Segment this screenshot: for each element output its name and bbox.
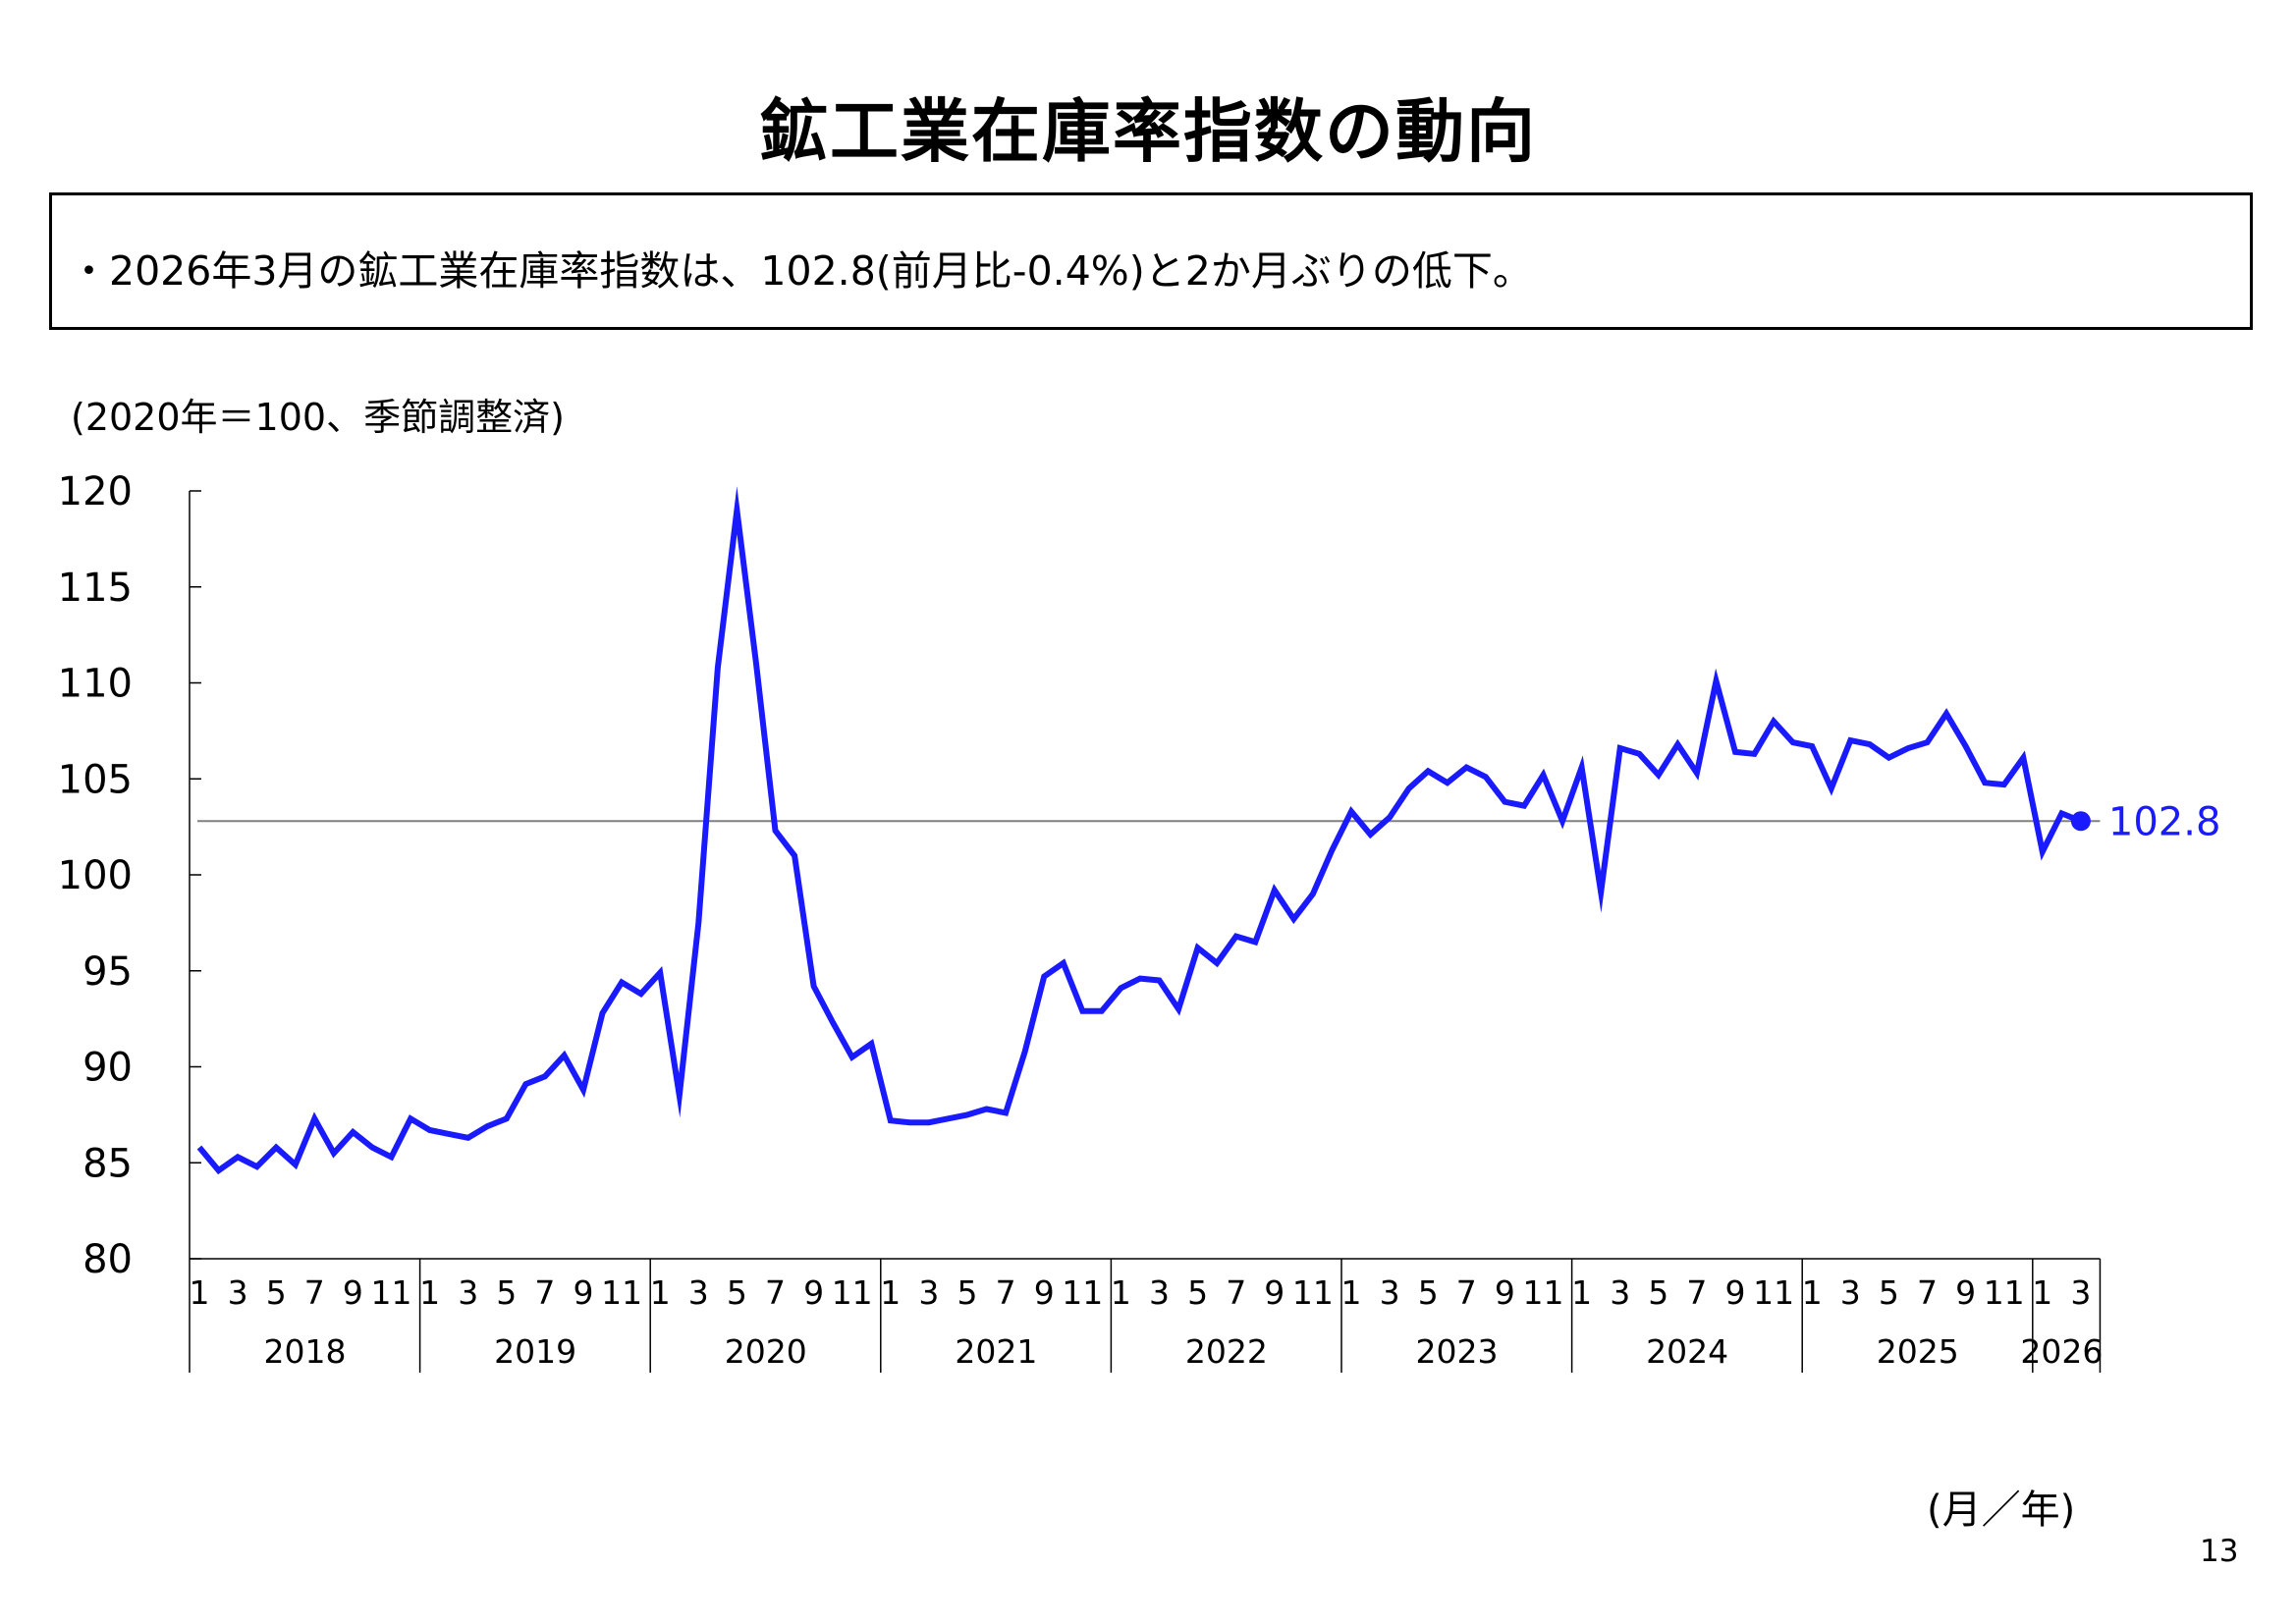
x-month-label: 1 xyxy=(1111,1273,1131,1312)
page-number: 13 xyxy=(2200,1534,2239,1569)
summary-text: ・2026年3月の鉱工業在庫率指数は、102.8(前月比-0.4%)と2か月ぶり… xyxy=(69,247,1533,295)
x-month-label: 5 xyxy=(1187,1273,1208,1312)
y-tick-label: 80 xyxy=(82,1237,133,1282)
y-tick-label: 110 xyxy=(58,662,133,707)
page-title: 鉱工業在庫率指数の動向 xyxy=(759,91,1537,172)
y-tick-label: 120 xyxy=(58,469,133,514)
y-tick-label: 115 xyxy=(58,566,133,611)
unit-note: (2020年＝100、季節調整済) xyxy=(71,396,565,439)
x-month-label: 1 xyxy=(2032,1273,2052,1312)
x-year-label: 2019 xyxy=(494,1332,576,1371)
x-month-label: 5 xyxy=(496,1273,517,1312)
x-month-label: 5 xyxy=(266,1273,287,1312)
y-tick-label: 85 xyxy=(82,1141,133,1186)
y-tick-label: 90 xyxy=(82,1046,133,1091)
x-month-label: 5 xyxy=(1418,1273,1439,1312)
x-month-label: 3 xyxy=(1610,1273,1630,1312)
x-month-label: 3 xyxy=(1380,1273,1400,1312)
y-tick-label: 105 xyxy=(58,757,133,802)
x-month-label: 3 xyxy=(1149,1273,1170,1312)
x-month-label: 11 xyxy=(371,1273,412,1312)
x-month-label: 9 xyxy=(1264,1273,1285,1312)
x-month-label: 5 xyxy=(727,1273,747,1312)
last-point-marker xyxy=(2070,811,2091,832)
x-month-label: 3 xyxy=(228,1273,248,1312)
x-month-label: 1 xyxy=(1341,1273,1362,1312)
x-month-label: 1 xyxy=(880,1273,901,1312)
x-month-label: 1 xyxy=(1571,1273,1592,1312)
x-month-label: 5 xyxy=(1879,1273,1899,1312)
x-month-label: 7 xyxy=(1917,1273,1938,1312)
x-month-label: 1 xyxy=(419,1273,440,1312)
x-month-label: 7 xyxy=(304,1273,325,1312)
x-month-label: 9 xyxy=(1725,1273,1746,1312)
x-year-label: 2025 xyxy=(1877,1332,1959,1371)
x-year-label: 2023 xyxy=(1416,1332,1499,1371)
x-month-label: 3 xyxy=(458,1273,478,1312)
x-month-label: 9 xyxy=(1955,1273,1976,1312)
x-month-label: 11 xyxy=(1984,1273,2025,1312)
x-month-label: 11 xyxy=(1523,1273,1564,1312)
x-month-label: 7 xyxy=(765,1273,786,1312)
x-month-label: 7 xyxy=(1456,1273,1477,1312)
summary-box xyxy=(49,192,2253,330)
x-year-label: 2021 xyxy=(955,1332,1037,1371)
x-month-label: 9 xyxy=(803,1273,824,1312)
x-month-label: 9 xyxy=(574,1273,594,1312)
x-month-label: 3 xyxy=(918,1273,939,1312)
x-month-label: 7 xyxy=(534,1273,555,1312)
x-month-label: 3 xyxy=(1840,1273,1861,1312)
x-month-label: 7 xyxy=(1686,1273,1707,1312)
x-month-label: 5 xyxy=(1648,1273,1668,1312)
series-line xyxy=(196,486,2083,1175)
x-month-label: 7 xyxy=(996,1273,1016,1312)
x-month-label: 11 xyxy=(1062,1273,1103,1312)
axis-unit-note: (月／年) xyxy=(1927,1488,2076,1533)
x-month-label: 11 xyxy=(832,1273,873,1312)
last-value-label: 102.8 xyxy=(2108,799,2221,844)
x-year-label: 2018 xyxy=(264,1332,347,1371)
y-tick-label: 100 xyxy=(58,853,133,898)
x-month-label: 9 xyxy=(1034,1273,1055,1312)
x-month-label: 11 xyxy=(1292,1273,1334,1312)
x-year-label: 2020 xyxy=(725,1332,807,1371)
x-year-label: 2026 xyxy=(2020,1332,2103,1371)
x-month-label: 3 xyxy=(2070,1273,2091,1312)
x-month-label: 3 xyxy=(688,1273,709,1312)
x-month-label: 1 xyxy=(1802,1273,1823,1312)
x-month-label: 9 xyxy=(343,1273,363,1312)
y-tick-label: 95 xyxy=(82,949,133,995)
x-year-label: 2024 xyxy=(1646,1332,1728,1371)
x-month-label: 9 xyxy=(1495,1273,1515,1312)
x-month-label: 1 xyxy=(190,1273,210,1312)
x-month-label: 11 xyxy=(601,1273,642,1312)
x-month-label: 1 xyxy=(650,1273,671,1312)
x-month-label: 11 xyxy=(1753,1273,1794,1312)
x-month-label: 5 xyxy=(957,1273,978,1312)
x-month-label: 7 xyxy=(1226,1273,1246,1312)
x-year-label: 2022 xyxy=(1185,1332,1268,1371)
